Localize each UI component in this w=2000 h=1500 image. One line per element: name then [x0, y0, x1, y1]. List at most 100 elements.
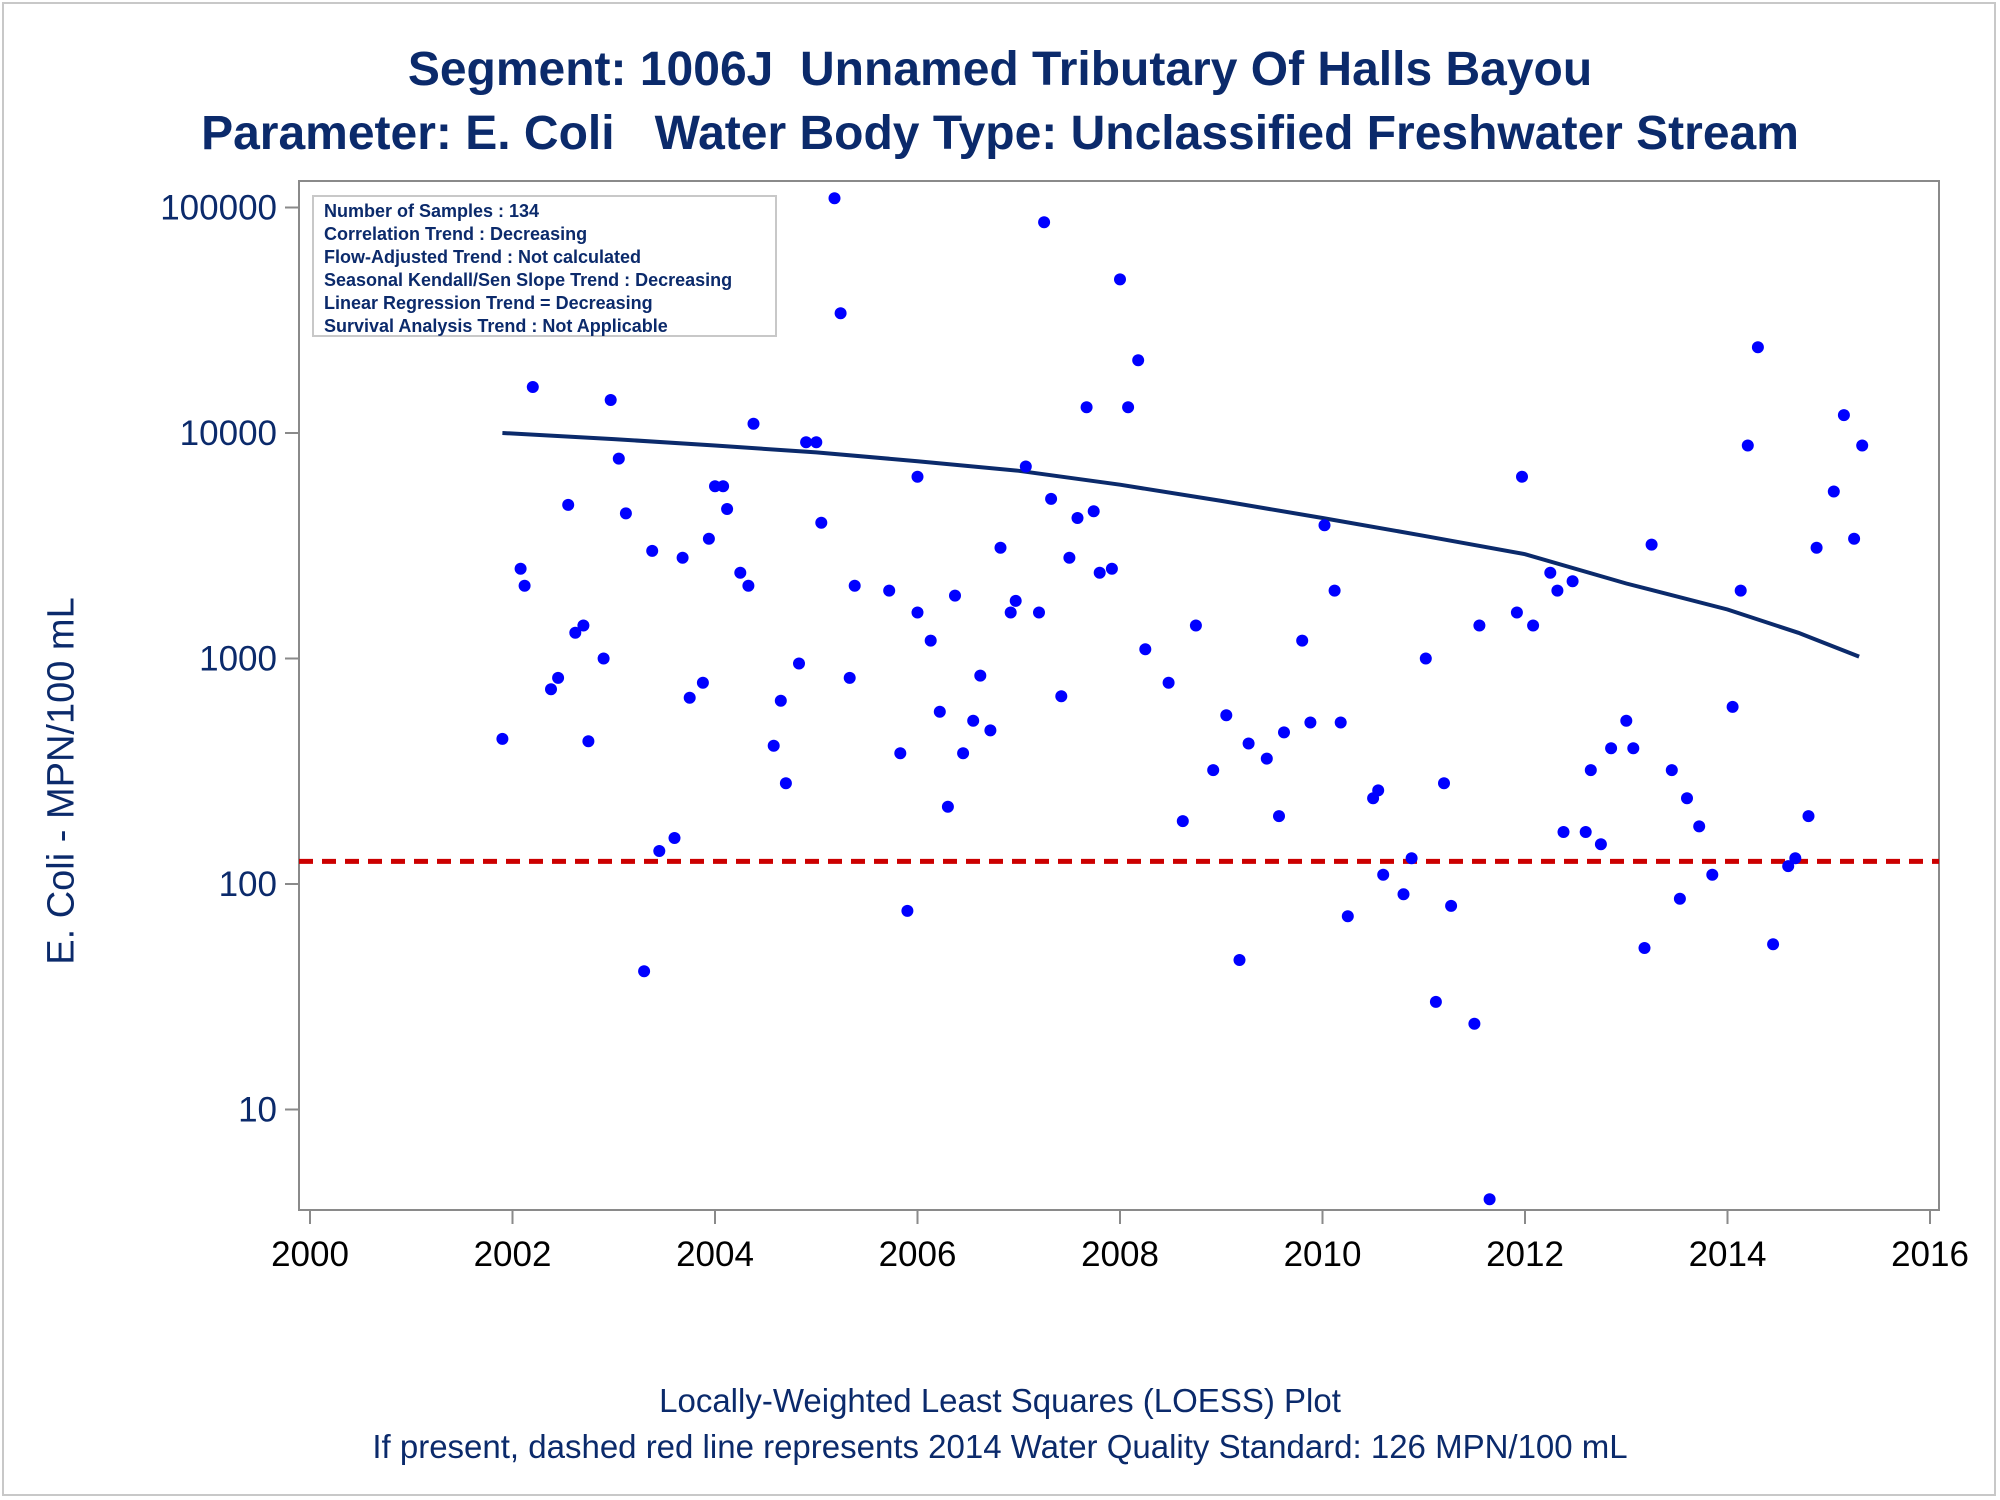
data-point — [1419, 652, 1432, 665]
data-point — [949, 589, 961, 602]
data-point — [638, 965, 651, 978]
data-point — [1296, 634, 1309, 647]
data-point — [1557, 826, 1570, 838]
x-tick-label: 2000 — [271, 1235, 349, 1274]
data-point — [1093, 566, 1106, 579]
data-point — [1734, 584, 1747, 597]
data-point — [984, 724, 997, 737]
data-point — [604, 394, 617, 406]
data-point — [1207, 764, 1220, 777]
data-point — [1627, 742, 1640, 755]
data-point — [545, 683, 557, 696]
data-point — [1645, 538, 1658, 551]
y-tick-label: 10000 — [180, 414, 277, 453]
data-point — [1080, 401, 1093, 414]
data-point — [1063, 551, 1076, 564]
data-point — [747, 417, 760, 430]
data-point — [1856, 439, 1869, 452]
data-point — [582, 735, 595, 748]
seasonal-kendall-trend-text: Seasonal Kendall/Sen Slope Trend : Decre… — [324, 270, 733, 290]
data-point — [1405, 852, 1418, 865]
y-tick-label: 1000 — [199, 640, 277, 679]
data-point — [1334, 716, 1347, 729]
data-point — [843, 671, 856, 684]
data-point — [911, 606, 924, 619]
data-point — [552, 671, 565, 684]
data-point — [1377, 868, 1390, 881]
data-point — [1594, 838, 1607, 851]
data-point — [793, 657, 805, 670]
data-point — [1527, 619, 1540, 632]
data-point — [1328, 584, 1341, 597]
data-point — [767, 739, 780, 752]
data-point — [815, 516, 828, 529]
y-tick-label: 100 — [219, 865, 277, 904]
x-tick-label: 2016 — [1891, 1235, 1969, 1274]
x-tick-label: 2002 — [474, 1235, 552, 1274]
data-point — [1468, 1017, 1481, 1030]
data-point — [569, 626, 582, 639]
data-point — [668, 832, 681, 844]
data-point — [1438, 777, 1450, 790]
data-point — [1132, 354, 1145, 367]
survival-analysis-trend-text: Survival Analysis Trend : Not Applicable — [324, 316, 668, 336]
data-point — [1341, 910, 1354, 923]
data-point — [1318, 519, 1331, 532]
data-point — [774, 694, 787, 707]
data-point — [1273, 810, 1285, 823]
data-point — [1827, 485, 1840, 498]
data-point — [901, 904, 914, 917]
data-point — [1673, 892, 1686, 905]
data-point — [1220, 709, 1233, 722]
footnote-standard: If present, dashed red line represents 2… — [372, 1428, 1628, 1465]
data-point — [1087, 505, 1100, 518]
data-point — [1726, 700, 1739, 713]
data-point — [1620, 714, 1633, 727]
data-point — [967, 714, 980, 727]
data-point — [1162, 676, 1175, 689]
x-tick-label: 2014 — [1689, 1235, 1767, 1274]
data-point — [646, 544, 659, 557]
data-point — [911, 470, 924, 483]
chart-subtitle: Parameter: E. Coli Water Body Type: Uncl… — [201, 107, 1799, 160]
data-point — [1045, 492, 1058, 505]
data-point — [1802, 810, 1815, 823]
y-tick-label: 10 — [238, 1091, 277, 1130]
data-point — [1741, 439, 1754, 452]
data-point — [526, 381, 539, 393]
correlation-trend-text: Correlation Trend : Decreasing — [324, 224, 588, 244]
chart-title: Segment: 1006J Unnamed Tributary Of Hall… — [407, 43, 1593, 96]
data-point — [1767, 938, 1780, 951]
data-point — [1706, 868, 1719, 881]
data-point — [721, 503, 734, 515]
x-tick-label: 2004 — [676, 1235, 754, 1274]
data-point — [1516, 470, 1528, 483]
data-point — [1260, 752, 1273, 765]
data-point — [1033, 606, 1045, 619]
data-point — [653, 845, 666, 857]
x-tick-label: 2006 — [879, 1235, 957, 1274]
data-point — [1019, 460, 1032, 473]
data-point — [496, 732, 509, 745]
data-point — [597, 652, 610, 665]
data-point — [1038, 216, 1051, 229]
data-point — [1579, 826, 1592, 838]
data-point — [1751, 341, 1764, 354]
data-point — [1397, 888, 1410, 901]
data-point — [619, 507, 632, 520]
data-point — [1372, 784, 1385, 797]
data-point — [1278, 726, 1290, 739]
y-tick-label: 100000 — [160, 189, 277, 228]
data-point — [1544, 566, 1557, 579]
data-point — [1566, 575, 1579, 588]
data-point — [1605, 742, 1618, 755]
data-point — [848, 579, 861, 592]
data-point — [1837, 409, 1850, 422]
data-point — [717, 480, 730, 493]
data-point — [742, 579, 755, 592]
data-point — [1782, 860, 1795, 873]
data-point — [702, 532, 715, 545]
data-point — [1114, 273, 1126, 286]
data-point — [1233, 954, 1246, 966]
